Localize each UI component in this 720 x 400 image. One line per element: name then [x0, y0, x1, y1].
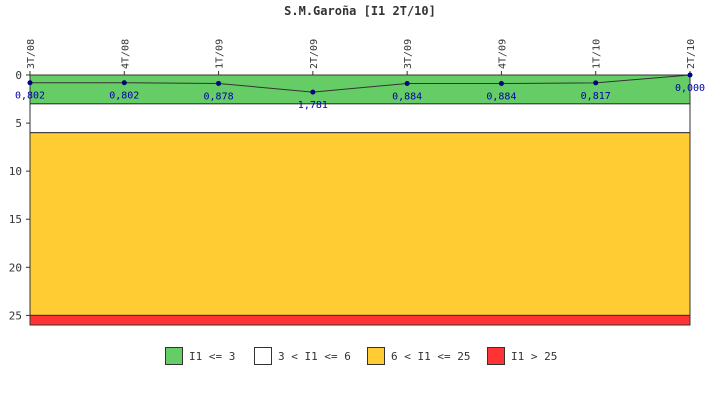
x-tick-label: 1T/10 [592, 39, 603, 69]
x-tick-label: 4T/09 [497, 39, 508, 69]
data-label: 1,781 [298, 100, 328, 111]
legend-swatch [487, 347, 505, 365]
data-label: 0,884 [486, 92, 516, 103]
series-line [27, 72, 693, 95]
chart-title: S.M.Garoña [I1 2T/10] [284, 4, 436, 18]
legend-swatch [367, 347, 385, 365]
legend-label: 3 < I1 <= 6 [278, 349, 351, 363]
band-1 [29, 103, 691, 134]
data-point [121, 80, 127, 86]
data-point [498, 81, 504, 86]
band-0 [29, 74, 691, 105]
legend-swatch [165, 347, 183, 365]
y-tick-label: 25 [9, 309, 22, 322]
legend-item: I1 > 25 [487, 345, 557, 367]
x-tick-label: 1T/09 [215, 39, 226, 69]
legend-item: I1 <= 3 [165, 345, 235, 367]
data-label: 0,884 [392, 92, 422, 103]
legend: I1 <= 3 3 < I1 <= 6 6 < I1 <= 25 I1 > 25 [0, 345, 720, 367]
y-tick-label: 20 [9, 261, 22, 274]
legend-item: 6 < I1 <= 25 [367, 345, 470, 367]
x-tick-label: 4T/08 [120, 39, 131, 69]
y-tick-label: 15 [9, 213, 22, 226]
legend-label: I1 <= 3 [189, 349, 236, 363]
y-tick-label: 10 [9, 165, 22, 178]
band-3 [29, 314, 691, 326]
data-point [310, 89, 316, 95]
data-point [27, 80, 33, 86]
y-tick-label: 0 [15, 69, 22, 82]
y-tick-labels: 0 5 10 15 20 25 [9, 69, 30, 322]
data-label: 0,000 [675, 83, 705, 94]
legend-item: 3 < I1 <= 6 [254, 345, 351, 367]
data-label: 0,802 [109, 91, 139, 102]
legend-label: 6 < I1 <= 25 [391, 349, 471, 363]
data-point [216, 80, 222, 86]
data-point [593, 80, 599, 86]
x-tick-label: 3T/09 [403, 39, 414, 69]
legend-swatch [254, 347, 272, 365]
data-label: 0,802 [15, 91, 45, 102]
series-line-0 [30, 74, 691, 93]
data-label: 0,878 [204, 91, 234, 102]
data-point [687, 72, 693, 78]
data-point [404, 81, 410, 86]
y-tick-label: 5 [15, 117, 22, 130]
data-labels: 0,802 0,802 0,878 1,781 0,884 0,884 0,817 0,000 [15, 83, 705, 111]
x-tick-label: 2T/10 [686, 39, 697, 69]
risk-bands [29, 74, 691, 326]
band-2 [29, 132, 691, 316]
x-tick-label: 3T/08 [26, 39, 37, 69]
x-tick-labels: 3T/08 4T/08 1T/09 2T/09 3T/09 4T/09 1T/10 2T/10 [26, 39, 697, 75]
legend-label: I1 > 25 [511, 349, 558, 363]
x-tick-label: 2T/09 [309, 39, 320, 69]
data-label: 0,817 [581, 91, 611, 102]
